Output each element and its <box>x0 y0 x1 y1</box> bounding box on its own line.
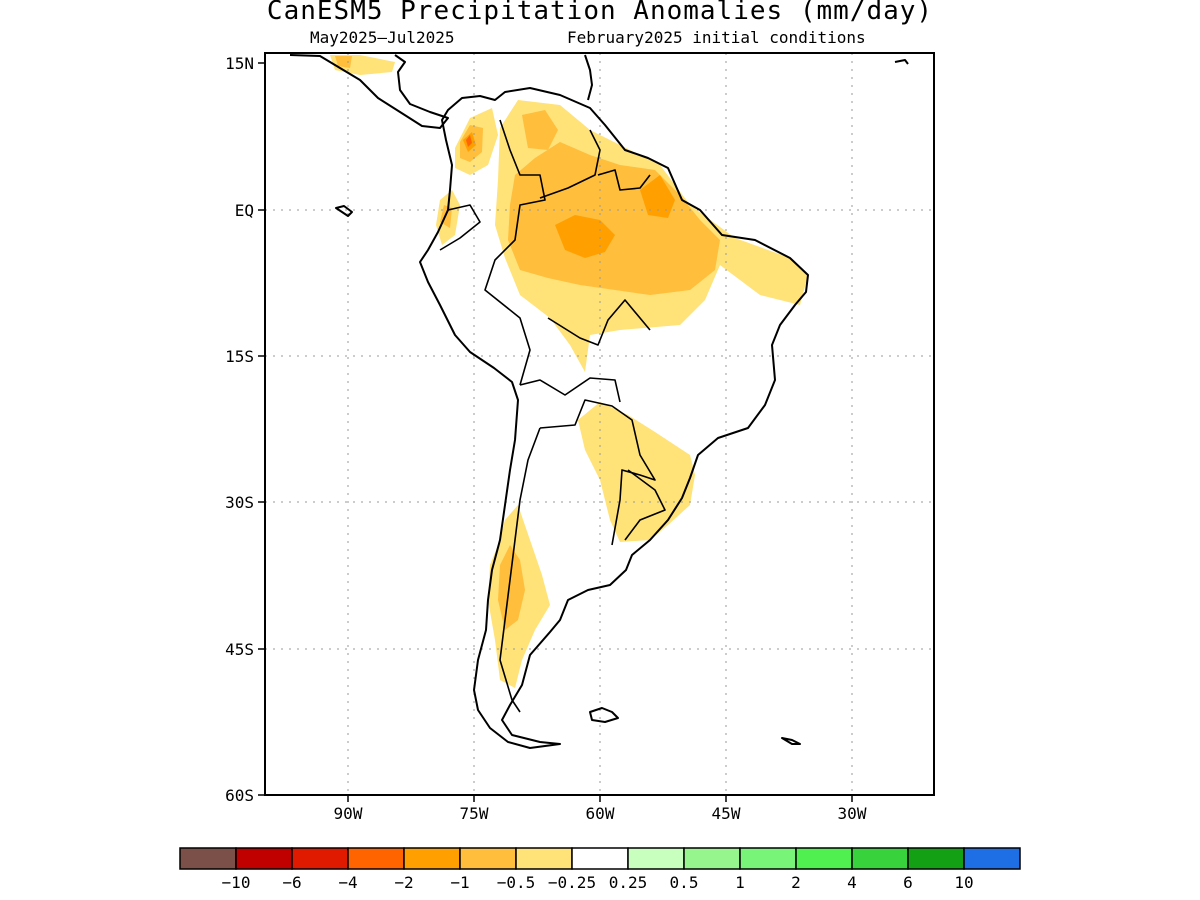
lat-label-30s: 30S <box>225 493 254 512</box>
colorbar-swatch <box>235 847 293 870</box>
anomaly-light-parana <box>578 402 695 542</box>
colorbar-swatch <box>683 847 741 870</box>
caribbean-islands <box>584 54 909 101</box>
lon-label-45w: 45W <box>712 804 741 823</box>
colorbar-tick-label: 4 <box>847 873 857 892</box>
colorbar-swatch <box>739 847 797 870</box>
lon-label-60w: 60W <box>586 804 615 823</box>
colorbar-swatch <box>347 847 405 870</box>
colorbar-tick-label: 2 <box>791 873 801 892</box>
colorbar-tick-label: 0.25 <box>609 873 648 892</box>
anomaly-medium-venezuela <box>522 110 558 150</box>
colorbar-tick-label: −0.25 <box>548 873 596 892</box>
initial-conditions: February2025 initial conditions <box>567 28 866 47</box>
anomaly-orange-amazon <box>555 215 615 258</box>
anomaly-orange-guiana <box>640 175 675 218</box>
south-georgia <box>781 737 801 745</box>
colorbar-tick-label: −6 <box>282 873 301 892</box>
anomaly-layer <box>330 55 808 688</box>
colorbar-tick-label: −0.5 <box>497 873 536 892</box>
colorbar-swatch <box>907 847 965 870</box>
colorbar-swatch <box>851 847 909 870</box>
coastlines <box>289 54 909 749</box>
south-america-coast <box>419 87 809 749</box>
falkland-islands <box>589 707 619 723</box>
colorbar-tick-label: −4 <box>338 873 357 892</box>
chart-title: CanESM5 Precipitation Anomalies (mm/day) <box>266 0 934 26</box>
colorbar-swatch <box>795 847 853 870</box>
lat-label-45s: 45S <box>225 640 254 659</box>
anomaly-medium-andes <box>498 545 525 630</box>
axis-ticks <box>258 62 853 802</box>
colorbar-tick-label: 1 <box>735 873 745 892</box>
anomaly-medium-cam <box>335 56 352 68</box>
colorbar-swatch <box>459 847 517 870</box>
central-america-coast <box>289 54 449 129</box>
country-borders <box>439 119 666 713</box>
colorbar-swatch <box>179 847 237 870</box>
valid-period: May2025–Jul2025 <box>310 28 455 47</box>
anomaly-dark-orange-colombia <box>466 135 472 147</box>
colorbar-swatch <box>291 847 349 870</box>
longitude-labels: 90W 75W 60W 45W 30W <box>334 804 867 823</box>
anomaly-medium-north <box>508 142 720 295</box>
lon-label-75w: 75W <box>460 804 489 823</box>
lat-label-eq: EQ <box>235 201 254 220</box>
colorbar-tick-label: −10 <box>222 873 251 892</box>
colorbar-tick-label: −1 <box>450 873 469 892</box>
lat-label-15s: 15S <box>225 347 254 366</box>
colorbar-swatch <box>963 847 1021 870</box>
lon-label-90w: 90W <box>334 804 363 823</box>
colorbar-tick-label: 6 <box>903 873 913 892</box>
lon-label-30w: 30W <box>838 804 867 823</box>
lat-label-60s: 60S <box>225 786 254 805</box>
colorbar-tick-label: 0.5 <box>670 873 699 892</box>
galapagos <box>335 205 353 217</box>
colorbar-tick-label: 10 <box>954 873 973 892</box>
colorbar-swatch <box>515 847 573 870</box>
colorbar-swatch <box>403 847 461 870</box>
lat-label-15n: 15N <box>225 54 254 73</box>
colorbar-swatch <box>571 847 629 870</box>
colorbar-swatch <box>627 847 685 870</box>
colorbar: −10 −6 −4 −2 −1 −0.5 −0.25 0.25 0.5 1 2 4 6 10 <box>179 847 1021 892</box>
latitude-labels: 15N EQ 15S 30S 45S 60S <box>225 54 254 805</box>
colorbar-tick-label: −2 <box>394 873 413 892</box>
